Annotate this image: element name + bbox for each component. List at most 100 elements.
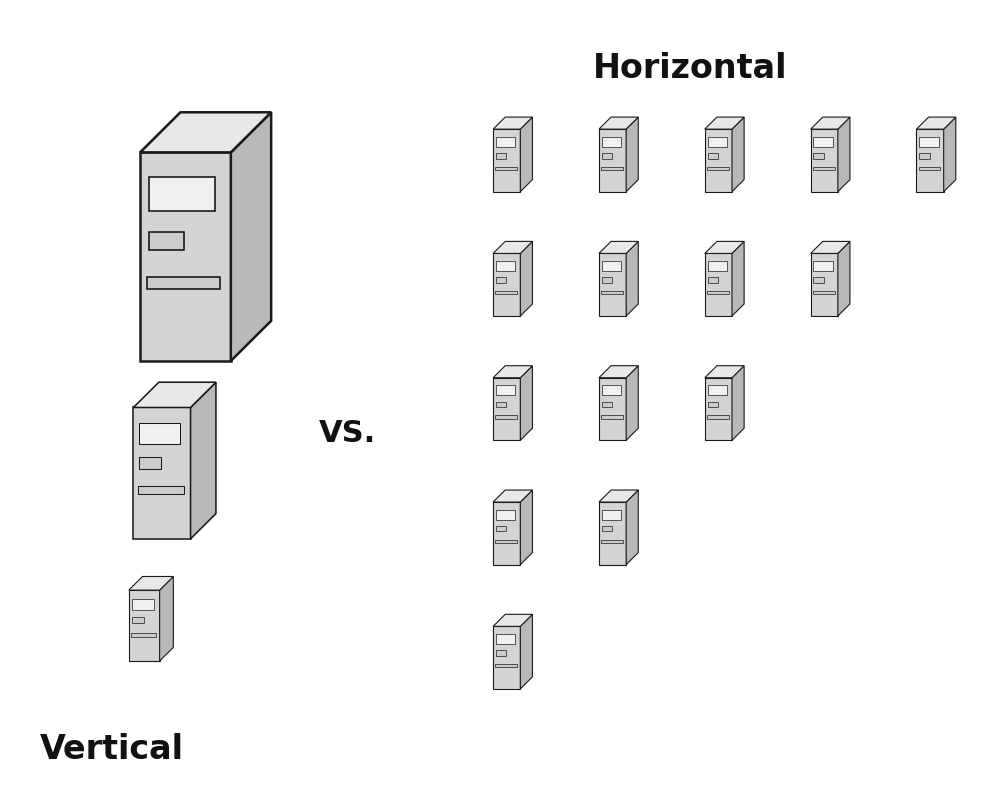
Polygon shape — [599, 378, 626, 440]
Polygon shape — [812, 167, 835, 170]
Polygon shape — [159, 577, 173, 661]
Polygon shape — [602, 136, 621, 147]
Polygon shape — [493, 117, 532, 129]
Polygon shape — [810, 117, 850, 129]
Polygon shape — [626, 241, 638, 316]
Polygon shape — [133, 383, 216, 407]
Polygon shape — [813, 136, 833, 147]
Polygon shape — [231, 112, 271, 361]
Polygon shape — [838, 117, 850, 192]
Polygon shape — [707, 291, 729, 294]
Polygon shape — [520, 117, 532, 192]
Polygon shape — [602, 153, 612, 159]
Polygon shape — [493, 253, 520, 316]
Polygon shape — [705, 366, 744, 378]
Polygon shape — [919, 153, 929, 159]
Polygon shape — [708, 385, 727, 395]
Polygon shape — [810, 253, 838, 316]
Polygon shape — [602, 509, 621, 520]
Polygon shape — [520, 241, 532, 316]
Polygon shape — [495, 291, 517, 294]
Polygon shape — [705, 378, 732, 440]
Polygon shape — [493, 378, 520, 440]
Polygon shape — [810, 129, 838, 192]
Polygon shape — [520, 614, 532, 689]
Polygon shape — [493, 241, 532, 253]
Polygon shape — [147, 277, 220, 289]
Polygon shape — [496, 402, 506, 407]
Polygon shape — [133, 407, 191, 539]
Polygon shape — [602, 526, 612, 532]
Polygon shape — [732, 241, 744, 316]
Polygon shape — [131, 633, 156, 637]
Polygon shape — [601, 415, 623, 419]
Polygon shape — [495, 540, 517, 543]
Polygon shape — [495, 664, 517, 667]
Polygon shape — [732, 117, 744, 192]
Polygon shape — [916, 117, 956, 129]
Polygon shape — [149, 177, 215, 211]
Polygon shape — [813, 261, 833, 271]
Polygon shape — [626, 490, 638, 565]
Polygon shape — [708, 261, 727, 271]
Polygon shape — [707, 415, 729, 419]
Polygon shape — [493, 129, 520, 192]
Polygon shape — [496, 153, 506, 159]
Polygon shape — [810, 241, 850, 253]
Polygon shape — [138, 486, 183, 493]
Polygon shape — [599, 490, 638, 502]
Polygon shape — [626, 366, 638, 440]
Polygon shape — [132, 617, 143, 623]
Polygon shape — [601, 291, 623, 294]
Polygon shape — [140, 152, 231, 361]
Polygon shape — [149, 232, 183, 250]
Polygon shape — [495, 415, 517, 419]
Polygon shape — [813, 153, 824, 159]
Polygon shape — [493, 366, 532, 378]
Polygon shape — [812, 291, 835, 294]
Polygon shape — [129, 577, 173, 590]
Polygon shape — [708, 277, 718, 283]
Polygon shape — [601, 167, 623, 170]
Polygon shape — [838, 241, 850, 316]
Polygon shape — [495, 167, 517, 170]
Polygon shape — [493, 614, 532, 626]
Polygon shape — [705, 117, 744, 129]
Polygon shape — [705, 253, 732, 316]
Polygon shape — [139, 423, 180, 444]
Polygon shape — [599, 502, 626, 565]
Polygon shape — [708, 402, 718, 407]
Polygon shape — [129, 590, 159, 661]
Polygon shape — [599, 366, 638, 378]
Polygon shape — [493, 490, 532, 502]
Polygon shape — [707, 167, 729, 170]
Polygon shape — [601, 540, 623, 543]
Polygon shape — [599, 117, 638, 129]
Polygon shape — [943, 117, 956, 192]
Polygon shape — [496, 634, 515, 644]
Polygon shape — [705, 241, 744, 253]
Polygon shape — [708, 153, 718, 159]
Polygon shape — [916, 129, 943, 192]
Polygon shape — [732, 366, 744, 440]
Text: VS.: VS. — [320, 419, 376, 448]
Polygon shape — [708, 136, 727, 147]
Polygon shape — [139, 457, 161, 469]
Text: Horizontal: Horizontal — [594, 52, 787, 85]
Polygon shape — [140, 112, 271, 152]
Polygon shape — [520, 490, 532, 565]
Polygon shape — [496, 277, 506, 283]
Polygon shape — [602, 402, 612, 407]
Polygon shape — [520, 366, 532, 440]
Text: Vertical: Vertical — [40, 733, 184, 766]
Polygon shape — [599, 129, 626, 192]
Polygon shape — [191, 383, 216, 539]
Polygon shape — [602, 261, 621, 271]
Polygon shape — [599, 253, 626, 316]
Polygon shape — [705, 129, 732, 192]
Polygon shape — [496, 526, 506, 532]
Polygon shape — [602, 277, 612, 283]
Polygon shape — [496, 509, 515, 520]
Polygon shape — [626, 117, 638, 192]
Polygon shape — [496, 385, 515, 395]
